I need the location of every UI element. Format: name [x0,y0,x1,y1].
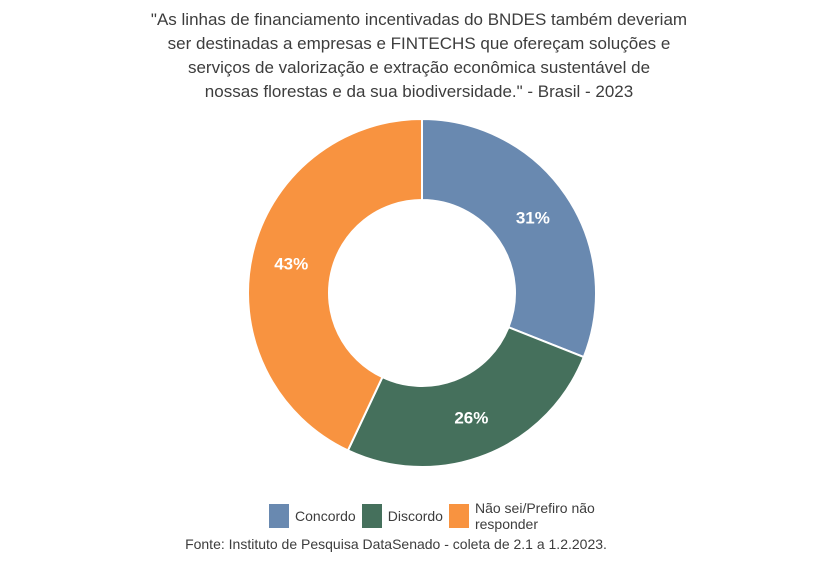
slice-value-label: 26% [454,409,488,428]
chart-title-line-4: nossas florestas e da sua biodiversidade… [204,82,634,101]
legend-swatch [361,504,382,528]
pie-slice-1 [421,117,597,359]
legend-swatch [269,504,290,528]
slice-value-label: 31% [516,209,550,228]
source-note: Fonte: Instituto de Pesquisa DataSenado … [185,536,607,552]
chart-title-line-2: ser destinadas a empresas e FINTECHS que… [167,34,671,53]
legend-label: Discordo [387,508,443,524]
legend-swatch [448,504,469,528]
legend-label: Não sei/Prefiro não responder [474,500,595,532]
legend-item: Discordo [361,504,443,528]
legend-item: Não sei/Prefiro não responder [448,500,617,532]
chart-legend: Concordo Discordo Não sei/Prefiro não resp… [24,500,838,532]
pie-slice-3 [246,117,423,452]
slice-value-label: 43% [274,255,308,274]
pie-slice-2 [346,325,586,468]
chart-title-line-1: "As linhas de financiamento incentivadas… [150,10,688,29]
chart-title: "As linhas de financiamento incentivadas… [0,8,838,104]
legend-label: Concordo [295,508,356,524]
donut-chart: 31% 26% 43% [246,117,597,468]
chart-title-line-3: serviços de valorização e extração econô… [187,58,651,77]
legend-item: Concordo [269,504,356,528]
